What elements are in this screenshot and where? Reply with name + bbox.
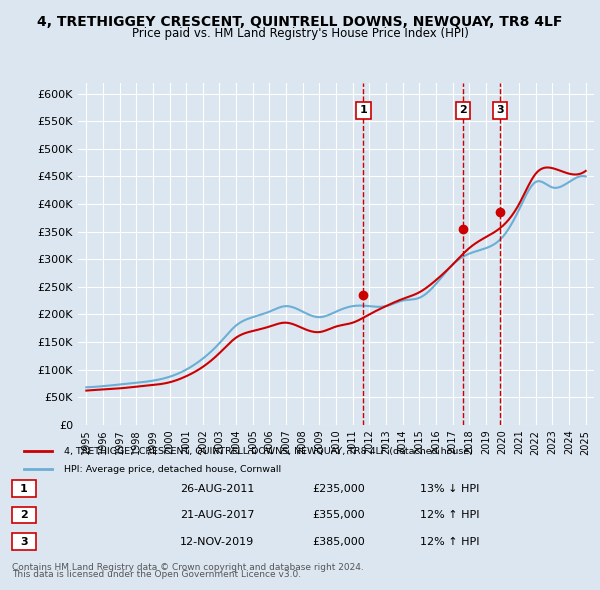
Text: Contains HM Land Registry data © Crown copyright and database right 2024.: Contains HM Land Registry data © Crown c… <box>12 563 364 572</box>
Text: 13% ↓ HPI: 13% ↓ HPI <box>420 484 479 493</box>
Text: 4, TRETHIGGEY CRESCENT, QUINTRELL DOWNS, NEWQUAY, TR8 4LF: 4, TRETHIGGEY CRESCENT, QUINTRELL DOWNS,… <box>37 15 563 29</box>
Text: 12-NOV-2019: 12-NOV-2019 <box>180 537 254 546</box>
Text: 21-AUG-2017: 21-AUG-2017 <box>180 510 254 520</box>
Text: 2: 2 <box>459 105 467 115</box>
Text: £385,000: £385,000 <box>312 537 365 546</box>
Text: £235,000: £235,000 <box>312 484 365 493</box>
Text: 3: 3 <box>496 105 504 115</box>
Text: 12% ↑ HPI: 12% ↑ HPI <box>420 510 479 520</box>
Text: Price paid vs. HM Land Registry's House Price Index (HPI): Price paid vs. HM Land Registry's House … <box>131 27 469 40</box>
Text: 4, TRETHIGGEY CRESCENT, QUINTRELL DOWNS, NEWQUAY, TR8 4LF (detached house): 4, TRETHIGGEY CRESCENT, QUINTRELL DOWNS,… <box>64 447 473 455</box>
Text: 3: 3 <box>20 537 28 546</box>
Text: £355,000: £355,000 <box>312 510 365 520</box>
Text: This data is licensed under the Open Government Licence v3.0.: This data is licensed under the Open Gov… <box>12 571 301 579</box>
Text: HPI: Average price, detached house, Cornwall: HPI: Average price, detached house, Corn… <box>64 465 281 474</box>
Text: 12% ↑ HPI: 12% ↑ HPI <box>420 537 479 546</box>
Text: 26-AUG-2011: 26-AUG-2011 <box>180 484 254 493</box>
Text: 1: 1 <box>359 105 367 115</box>
Text: 1: 1 <box>20 484 28 493</box>
Text: 2: 2 <box>20 510 28 520</box>
